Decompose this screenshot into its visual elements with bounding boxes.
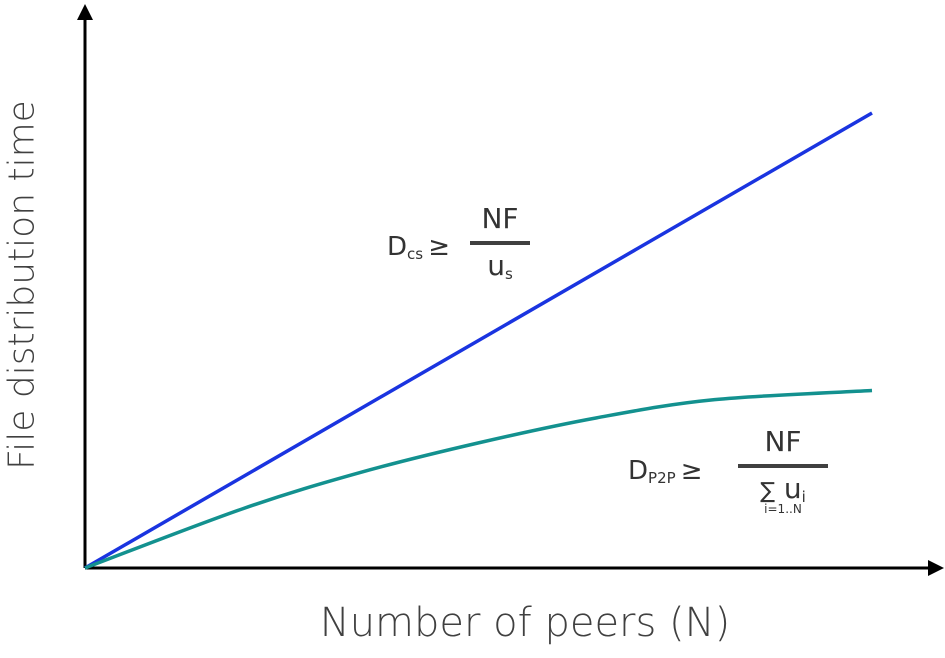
dp2p-sum-symbol: ∑ [760,479,775,504]
dcs-numerator: NF [481,202,519,235]
dp2p-relation: ≥ [680,456,703,486]
x-axis [85,560,944,576]
dcs-den-sub: s [504,265,513,283]
dcs-subscript: cs [407,245,424,263]
dcs-fraction: NF us [470,202,530,283]
dcs-den-u: u [487,249,505,282]
dp2p-numerator: NF [764,425,802,458]
dp2p-subscript: P2P [648,469,676,487]
dcs-symbol: D [387,232,408,262]
dcs-fraction-bar [470,241,530,245]
dp2p-lhs: DP2P ≥ [628,456,703,487]
dp2p-den-sub: i [801,488,806,506]
dcs-lhs: Dcs ≥ [387,232,450,263]
dp2p-fraction-bar [738,464,828,468]
dcs-relation: ≥ [428,232,450,262]
dp2p-symbol: D [628,456,649,486]
series-layer [84,111,873,570]
y-axis [77,4,93,568]
dp2p-fraction: NF ∑ ui i=1..N [738,425,828,516]
series-line-2 [84,388,873,570]
x-axis-label: Number of peers (N) [319,600,731,646]
series-line-1 [84,111,873,570]
dp2p-den-u: u [783,472,802,505]
dp2p-sum-range: i=1..N [764,502,802,516]
dp2p-denominator: ∑ ui [738,472,828,506]
dcs-denominator: us [470,249,530,283]
y-axis-label: File distribution time [1,100,43,470]
